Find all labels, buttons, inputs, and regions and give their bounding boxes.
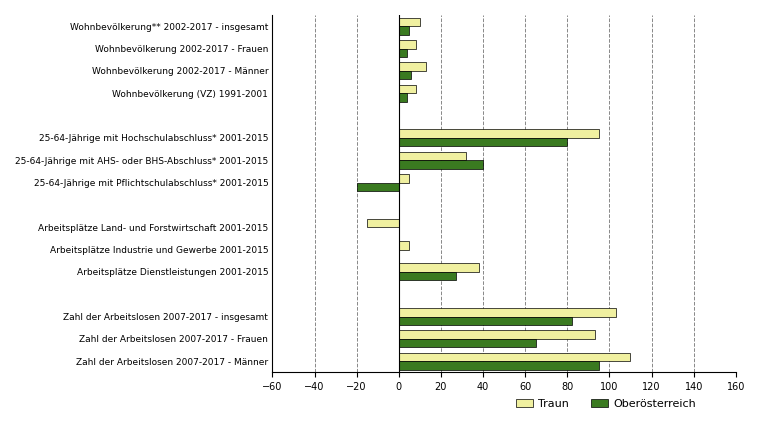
Bar	[399, 361, 599, 370]
Bar	[399, 85, 416, 93]
Bar	[399, 93, 407, 102]
Bar	[399, 272, 456, 280]
Bar	[399, 308, 616, 317]
Bar	[399, 160, 483, 169]
Legend: Traun, Oberösterreich: Traun, Oberösterreich	[511, 394, 701, 413]
Bar	[399, 48, 407, 57]
Bar	[399, 152, 466, 160]
Bar	[399, 26, 410, 35]
Bar	[399, 339, 536, 347]
Bar	[399, 241, 410, 250]
Bar	[399, 353, 631, 361]
Bar	[399, 40, 416, 48]
Bar	[399, 330, 594, 339]
Bar	[399, 129, 599, 138]
Bar	[399, 71, 411, 79]
Bar	[399, 138, 567, 147]
Bar	[399, 62, 426, 71]
Bar	[367, 219, 399, 227]
Bar	[356, 182, 399, 191]
Bar	[399, 174, 410, 182]
Bar	[399, 317, 572, 325]
Bar	[399, 263, 479, 272]
Bar	[399, 18, 420, 26]
